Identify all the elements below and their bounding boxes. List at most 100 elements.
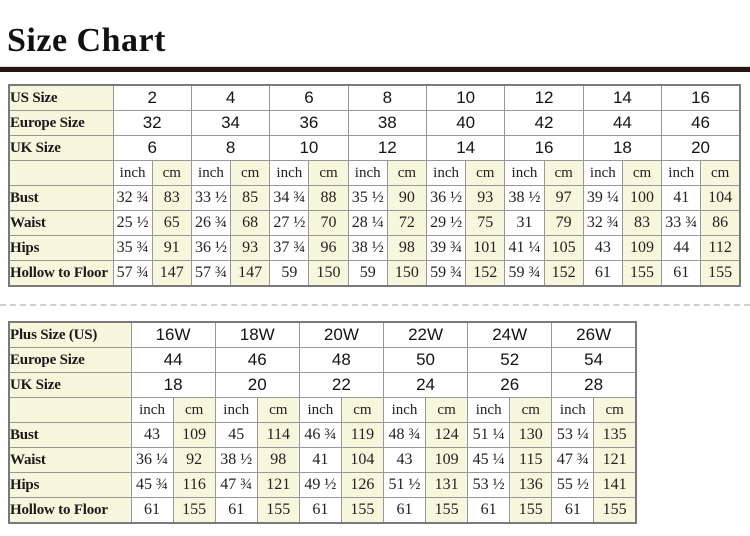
measurement-value-cm: 147 [151, 260, 192, 287]
size-value-cell: 54 [551, 347, 637, 373]
measurement-value-inch: 31 [504, 210, 545, 236]
row-label: Plus Size (US) [8, 321, 132, 348]
measurement-value-inch: 35 ½ [347, 185, 388, 211]
measurement-value-inch: 57 ¾ [112, 260, 153, 287]
measurement-value-inch: 59 [347, 260, 388, 287]
measurement-value-cm: 104 [340, 447, 384, 473]
measurement-value-cm: 97 [543, 185, 584, 211]
measurement-value-cm: 155 [509, 497, 553, 524]
measurement-row: Waist 36 ¼ 92 38 ½ 98 41 104 43 109 45 ¼ 115 47 ¾ 12… [8, 447, 637, 473]
measurement-value-inch: 61 [298, 497, 342, 524]
size-chart-page: Size Chart US Size 2 4 6 8 10 12 14 16 Europe Siz… [0, 24, 750, 524]
measurement-value-cm: 93 [465, 185, 506, 211]
size-value-cell: 36 [269, 110, 349, 136]
measurement-value-inch: 44 [661, 235, 702, 261]
size-row: Plus Size (US) 16W 18W 20W 22W 24W 26W [8, 321, 637, 348]
measurement-value-cm: 91 [151, 235, 192, 261]
unit-cell-inch: inch [298, 397, 342, 423]
measurement-value-inch: 47 ¾ [214, 472, 258, 498]
unit-cell-inch: inch [467, 397, 511, 423]
row-label: UK Size [8, 372, 132, 398]
size-value-cell: 34 [190, 110, 271, 136]
size-value-cell: 6 [112, 135, 192, 161]
measurement-value-inch: 43 [130, 422, 174, 448]
measurement-value-inch: 36 ½ [190, 235, 232, 261]
measurement-value-inch: 47 ¾ [551, 447, 595, 473]
measurement-value-cm: 116 [172, 472, 216, 498]
measurement-value-cm: 105 [543, 235, 584, 261]
measurement-row: Waist 25 ½ 65 26 ¾ 68 27 ½ 70 28 ¼ 72 29 ½ 75 31 79 3… [8, 210, 741, 236]
row-label: Europe Size [8, 347, 132, 373]
row-label: Hollow to Floor [8, 497, 132, 524]
unit-cell-cm: cm [256, 397, 300, 423]
size-value-cell: 8 [190, 135, 271, 161]
row-label [8, 160, 114, 186]
measurement-value-cm: 119 [340, 422, 384, 448]
size-value-cell: 22 [298, 372, 384, 398]
row-label: Hips [8, 472, 132, 498]
measurement-value-inch: 59 ¾ [425, 260, 467, 287]
row-label: Waist [8, 210, 114, 236]
unit-cell-inch: inch [347, 160, 388, 186]
measurement-value-cm: 109 [621, 235, 663, 261]
size-value-cell: 50 [382, 347, 469, 373]
measurement-value-cm: 88 [308, 185, 349, 211]
measurement-value-cm: 130 [509, 422, 553, 448]
measurement-value-cm: 152 [465, 260, 506, 287]
unit-cell-cm: cm [509, 397, 553, 423]
size-value-cell: 38 [347, 110, 428, 136]
measurement-value-cm: 92 [172, 447, 216, 473]
size-value-cell: 46 [661, 110, 741, 136]
measurement-value-cm: 85 [230, 185, 271, 211]
measurement-value-inch: 29 ½ [425, 210, 467, 236]
unit-cell-inch: inch [425, 160, 467, 186]
unit-cell-inch: inch [582, 160, 623, 186]
measurement-value-cm: 68 [230, 210, 271, 236]
measurement-value-cm: 155 [172, 497, 216, 524]
measurement-value-inch: 51 ¼ [467, 422, 511, 448]
size-value-cell: 18W [214, 321, 300, 348]
measurement-value-inch: 41 [661, 185, 702, 211]
measurement-value-inch: 59 ¾ [504, 260, 545, 287]
size-value-cell: 40 [425, 110, 506, 136]
unit-cell-cm: cm [386, 160, 428, 186]
unit-cell-inch: inch [504, 160, 545, 186]
row-label: Europe Size [8, 110, 114, 136]
size-value-cell: 20 [214, 372, 300, 398]
row-label: Hips [8, 235, 114, 261]
size-row: US Size 2 4 6 8 10 12 14 16 [8, 84, 741, 111]
measurement-value-inch: 59 [269, 260, 310, 287]
measurement-value-cm: 109 [425, 447, 469, 473]
measurement-value-cm: 135 [593, 422, 637, 448]
measurement-value-inch: 32 ¾ [582, 210, 623, 236]
measurement-row: Hips 45 ¾ 116 47 ¾ 121 49 ½ 126 51 ½ 131 53 ½ 136 5… [8, 472, 637, 498]
unit-cell-cm: cm [172, 397, 216, 423]
measurement-value-inch: 38 ½ [347, 235, 388, 261]
row-label: Bust [8, 422, 132, 448]
measurement-value-cm: 150 [308, 260, 349, 287]
measurement-value-inch: 25 ½ [112, 210, 153, 236]
measurement-value-inch: 61 [551, 497, 595, 524]
measurement-row: Hollow to Floor 57 ¾ 147 57 ¾ 147 59 150 59 150 5… [8, 260, 741, 287]
measurement-value-cm: 98 [256, 447, 300, 473]
size-value-cell: 20W [298, 321, 384, 348]
size-value-cell: 44 [130, 347, 216, 373]
page-title: Size Chart [7, 22, 166, 59]
measurement-value-cm: 126 [340, 472, 384, 498]
measurement-value-inch: 45 [214, 422, 258, 448]
standard-size-table-body: US Size 2 4 6 8 10 12 14 16 Europe Size 32 34 36 38 40… [8, 84, 741, 287]
size-value-cell: 16 [661, 84, 741, 111]
measurement-value-inch: 41 ¼ [504, 235, 545, 261]
measurement-value-inch: 38 ½ [214, 447, 258, 473]
size-value-cell: 28 [551, 372, 637, 398]
measurement-value-inch: 34 ¾ [269, 185, 310, 211]
measurement-value-cm: 155 [700, 260, 741, 287]
size-value-cell: 4 [190, 84, 271, 111]
measurement-value-cm: 114 [256, 422, 300, 448]
size-value-cell: 52 [467, 347, 553, 373]
measurement-value-cm: 150 [386, 260, 428, 287]
measurement-row: Bust 32 ¾ 83 33 ½ 85 34 ¾ 88 35 ½ 90 36 ½ 93 38 ½ 97… [8, 185, 741, 211]
unit-cell-cm: cm [593, 397, 637, 423]
size-row: Europe Size 32 34 36 38 40 42 44 46 [8, 110, 741, 136]
size-value-cell: 14 [582, 84, 663, 111]
